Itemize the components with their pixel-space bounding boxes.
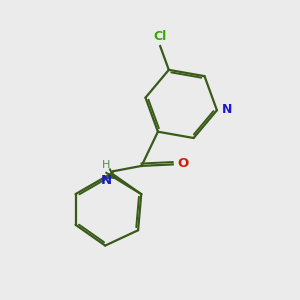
- Text: O: O: [177, 157, 188, 170]
- Text: H: H: [102, 160, 110, 170]
- Text: N: N: [101, 174, 112, 187]
- Text: N: N: [222, 103, 233, 116]
- Text: Cl: Cl: [154, 30, 167, 43]
